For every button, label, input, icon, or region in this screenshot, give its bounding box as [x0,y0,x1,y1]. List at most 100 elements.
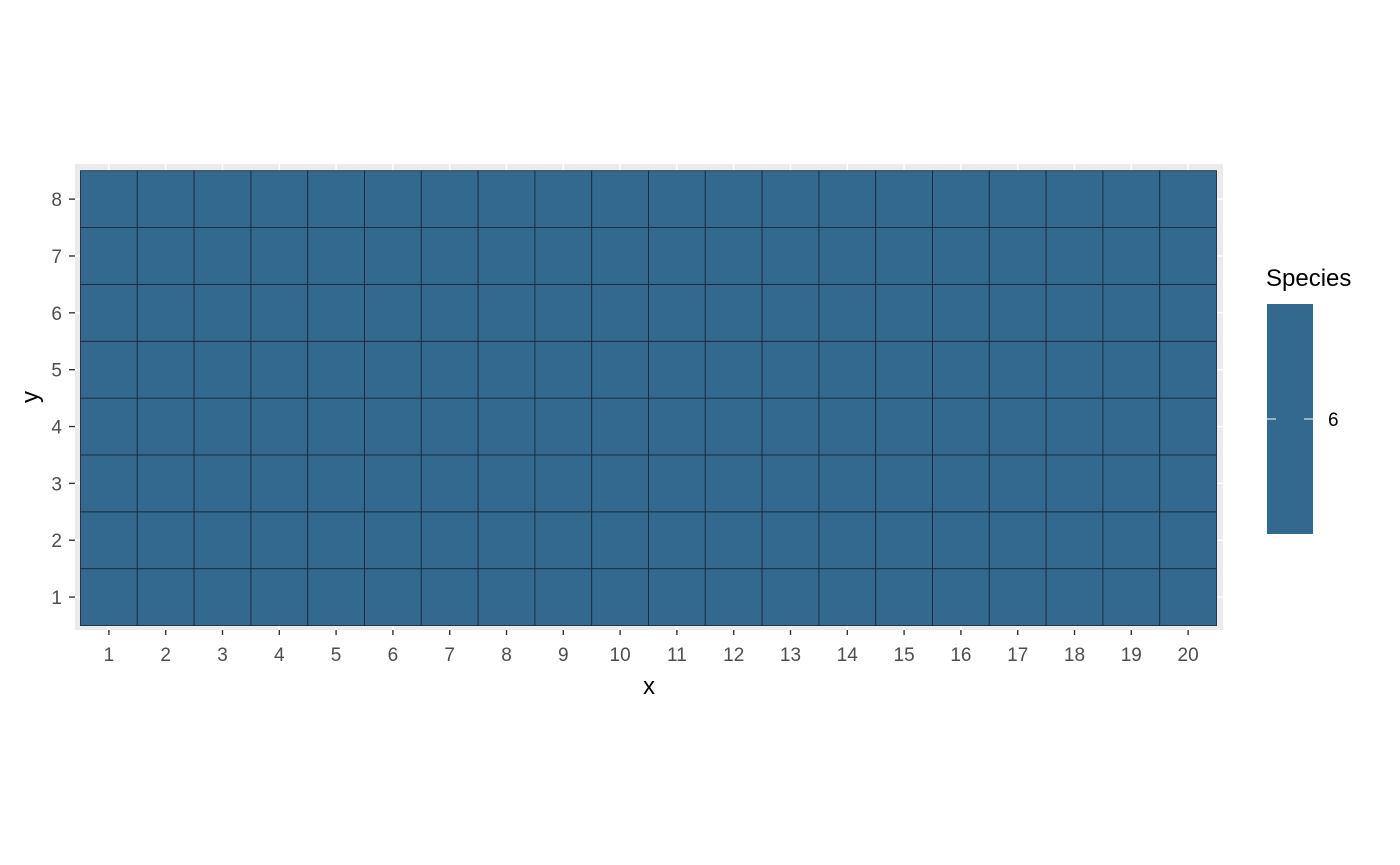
y-tick-label: 3 [51,474,62,495]
heatmap-tile [591,511,649,570]
heatmap-tile [80,170,138,228]
heatmap-tile [704,283,763,342]
heatmap-tile [364,227,422,285]
heatmap-tile [932,227,990,285]
x-axis-title: x [643,673,655,700]
heatmap-tile [250,170,309,228]
x-tick-label: 18 [1064,645,1085,666]
heatmap-tile [818,511,877,570]
heatmap-tile [1159,454,1217,513]
heatmap-tile [932,454,990,513]
heatmap-tile [534,283,593,342]
heatmap-tile [818,170,877,228]
x-tick-label: 16 [950,645,971,666]
heatmap-tile [477,283,536,342]
heatmap-tile [988,170,1047,228]
heatmap-tile [420,511,479,570]
heatmap-tile [988,511,1047,570]
legend-label: 6 [1328,410,1339,431]
x-tick-label: 19 [1121,645,1142,666]
heatmap-tile [1102,340,1161,399]
heatmap-tile [988,454,1047,513]
heatmap-tile [80,227,138,285]
heatmap-tile [988,227,1047,285]
heatmap-tile [250,511,309,570]
heatmap-tile [364,283,422,342]
heatmap-tile [1159,568,1217,626]
heatmap-tile [648,454,706,513]
y-tick-label: 2 [51,531,62,552]
heatmap-tile [591,227,649,285]
legend-ticks: 6 [1267,410,1339,431]
heatmap-tile [136,511,195,570]
heatmap-tile [704,397,763,456]
heatmap-tile [534,511,593,570]
heatmap-tile [591,170,649,228]
x-tick-label: 9 [558,645,569,666]
heatmap-tile [1045,283,1104,342]
heatmap-tile [704,340,763,399]
heatmap-tile [648,170,706,228]
heatmap-tile [818,340,877,399]
heatmap-tile [818,568,877,626]
heatmap-tile [761,511,820,570]
heatmap-tile [875,170,933,228]
heatmap-tile [932,283,990,342]
heatmap-tile [818,454,877,513]
heatmap-tile [1102,227,1161,285]
heatmap-tile [1102,511,1161,570]
heatmap-tile [80,397,138,456]
heatmap-tile [477,340,536,399]
heatmap-tile [988,340,1047,399]
heatmap-tile [648,511,706,570]
heatmap-tile [1159,227,1217,285]
y-tick-label: 4 [51,418,62,439]
y-tick-label: 5 [51,361,62,382]
heatmap-tile [591,340,649,399]
heatmap-tile [875,511,933,570]
heatmap-tile [1159,283,1217,342]
heatmap-tile [988,283,1047,342]
x-tick-label: 12 [723,645,744,666]
x-tick-label: 6 [388,645,399,666]
x-tick-label: 15 [894,645,915,666]
heatmap-tile [420,568,479,626]
heatmap-tile [761,397,820,456]
heatmap-tile [193,227,252,285]
heatmap-tile [193,568,252,626]
heatmap-tile [1045,454,1104,513]
heatmap-tile [1102,283,1161,342]
heatmap-tile [420,283,479,342]
heatmap-tile [704,568,763,626]
heatmap-tile [477,568,536,626]
heatmap-tile [307,340,365,399]
heatmap-tile [875,397,933,456]
heatmap-tile [932,170,990,228]
y-tick-label: 6 [51,304,62,325]
heatmap-tile [648,340,706,399]
x-tick-label: 20 [1178,645,1199,666]
heatmap-tile [988,568,1047,626]
x-tick-label: 1 [104,645,115,666]
heatmap-tile [534,170,593,228]
heatmap-tile [364,340,422,399]
heatmap-tile [1102,568,1161,626]
heatmap-tile [477,170,536,228]
heatmap-tile [307,454,365,513]
legend: Species 6 [1266,265,1351,534]
heatmap-tile [704,170,763,228]
heatmap-tile [250,454,309,513]
heatmap-tile [307,568,365,626]
heatmap-tile [932,511,990,570]
heatmap-tile [761,170,820,228]
heatmap-tile [534,227,593,285]
heatmap-tile [1045,227,1104,285]
x-tick-label: 8 [501,645,512,666]
heatmap-tile [1045,397,1104,456]
heatmap-tile [420,227,479,285]
heatmap-tile [136,170,195,228]
heatmap-tile [704,227,763,285]
heatmap-tile [420,397,479,456]
heatmap-tile [136,454,195,513]
x-tick-label: 7 [444,645,455,666]
